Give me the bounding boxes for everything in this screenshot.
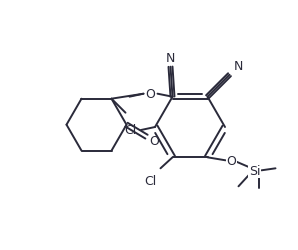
Text: N: N — [234, 60, 243, 73]
Text: Cl: Cl — [124, 124, 136, 137]
Text: O: O — [145, 88, 156, 101]
Text: Si: Si — [249, 164, 260, 177]
Text: N: N — [166, 52, 175, 65]
Text: O: O — [226, 154, 236, 167]
Text: Cl: Cl — [144, 174, 157, 187]
Text: O: O — [150, 135, 159, 147]
